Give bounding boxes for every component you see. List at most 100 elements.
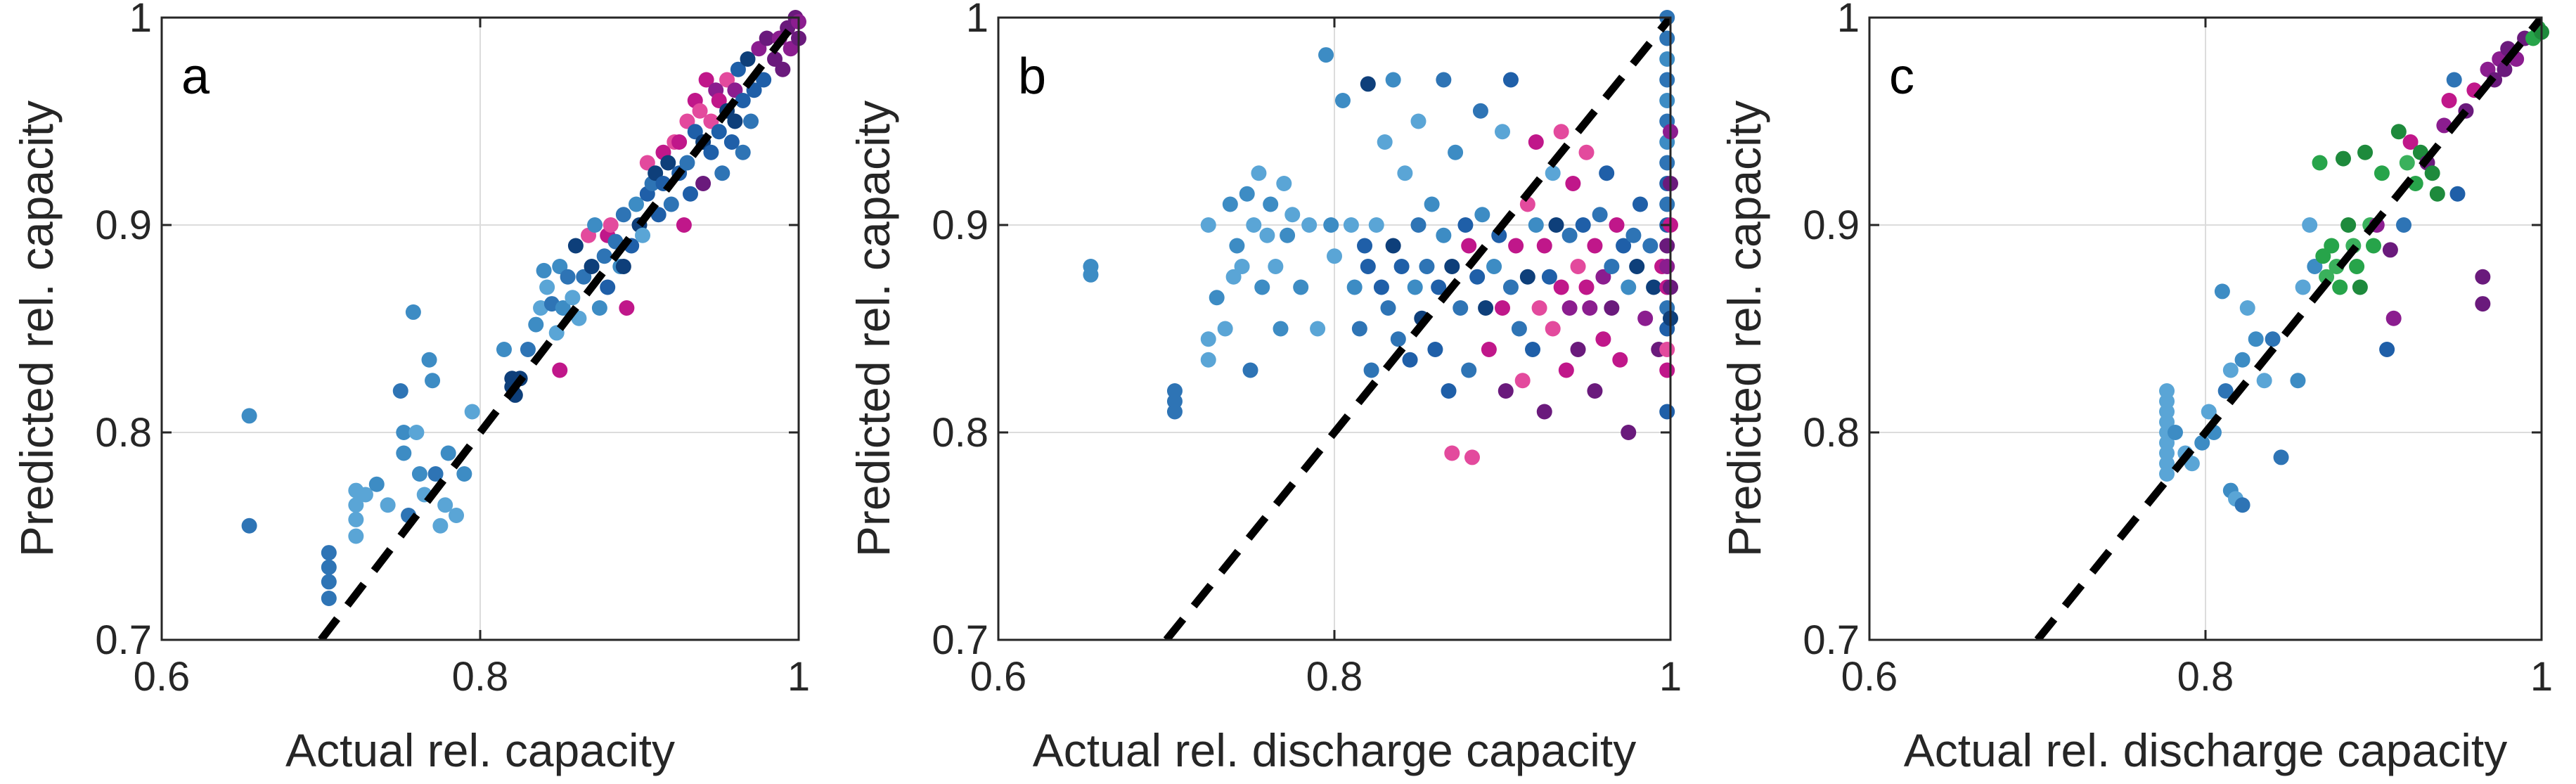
scatter-point <box>1575 217 1591 233</box>
scatter-point <box>1273 321 1289 337</box>
scatter-point <box>1242 362 1258 378</box>
scatter-point <box>1495 124 1510 140</box>
scatter-point <box>2449 186 2466 202</box>
scatter-point <box>1234 259 1250 274</box>
scatter-point <box>1659 238 1675 254</box>
scatter-point <box>1373 279 1389 295</box>
scatter-point <box>392 383 408 399</box>
scatter-point <box>1334 93 1351 108</box>
scatter-point <box>698 72 714 88</box>
scatter-point <box>615 207 631 223</box>
scatter-point <box>1536 404 1552 420</box>
scatter-point <box>2475 269 2491 285</box>
scatter-point <box>1659 404 1675 420</box>
scatter-point <box>671 134 688 150</box>
scatter-point <box>1592 207 1608 223</box>
scatter-point <box>1514 373 1531 389</box>
scatter-point <box>682 186 698 202</box>
scatter-point <box>1301 217 1318 233</box>
y-axis-label: Predicted rel. capacity <box>11 101 63 557</box>
reference-line <box>1163 18 1670 640</box>
scatter-point <box>321 559 337 575</box>
scatter-point <box>2390 124 2407 140</box>
scatter-point <box>735 93 751 108</box>
scatter-point <box>1502 279 1519 295</box>
scatter-point <box>536 262 552 278</box>
x-tick-label: 0.6 <box>134 654 191 700</box>
scatter-point <box>2497 61 2513 77</box>
scatter-point <box>1323 217 1339 233</box>
scatter-point <box>1200 331 1216 347</box>
scatter-point <box>1632 196 1648 212</box>
scatter-point <box>663 196 679 212</box>
scatter-point <box>2324 238 2340 254</box>
y-tick-label: 0.9 <box>932 203 988 248</box>
scatter-point <box>2217 383 2234 399</box>
scatter-point <box>449 508 465 523</box>
scatter-point <box>1498 383 1514 399</box>
scatter-point <box>2167 425 2183 440</box>
scatter-point <box>2402 134 2419 150</box>
scatter-point <box>1478 300 1494 316</box>
scatter-point <box>1436 72 1452 88</box>
scatter-point <box>1472 103 1488 119</box>
scatter-point <box>723 134 740 150</box>
scatter-point <box>1448 144 1464 160</box>
scatter-point <box>1263 196 1279 212</box>
panel-c: 0.6 0.8 1 0.7 0.8 0.9 1 Actual rel. discharge c… <box>1718 0 2553 776</box>
scatter-point <box>348 497 364 513</box>
scatter-point <box>1360 76 1376 92</box>
scatter-point <box>1444 445 1460 461</box>
scatter-point <box>1541 269 1557 285</box>
scatter-point <box>368 476 385 492</box>
scatter-point <box>584 259 600 274</box>
scatter-point <box>1659 93 1675 108</box>
scatter-point <box>520 342 536 357</box>
scatter-point <box>437 497 453 513</box>
scatter-point <box>380 497 396 513</box>
scatter-point <box>421 352 437 368</box>
scatter-point <box>1385 72 1401 88</box>
scatter-point <box>2396 217 2412 233</box>
scatter-point <box>735 144 751 160</box>
scatter-point <box>2248 331 2264 347</box>
scatter-point <box>1293 279 1309 295</box>
scatter-point <box>1659 342 1675 357</box>
scatter-point <box>1629 259 1645 274</box>
scatter-point <box>2441 93 2457 108</box>
scatter-point <box>1225 269 1242 285</box>
scatter-point <box>1280 227 1296 243</box>
scatter-point <box>1659 196 1675 212</box>
y-tick-label: 1 <box>1837 0 1860 41</box>
scatter-point <box>2475 296 2491 312</box>
x-tick-label: 1 <box>1659 654 1682 700</box>
y-axis-label: Predicted rel. capacity <box>1718 101 1770 557</box>
scatter-point <box>1595 331 1611 347</box>
scatter-point <box>2352 279 2368 295</box>
scatter-point <box>2446 72 2462 88</box>
scatter-point <box>1604 300 1620 316</box>
scatter-point <box>464 404 480 420</box>
scatter-point <box>1363 362 1379 378</box>
scatter-point <box>1625 227 1642 243</box>
scatter-point <box>603 217 619 233</box>
scatter-point <box>456 466 472 482</box>
scatter-point <box>1251 165 1267 181</box>
scatter-point <box>1621 279 1637 295</box>
scatter-point <box>1578 144 1595 160</box>
scatter-point <box>1587 238 1603 254</box>
scatter-point <box>411 466 427 482</box>
scatter-point <box>1531 300 1547 316</box>
scatter-point <box>321 591 337 606</box>
scatter-point <box>1351 321 1367 337</box>
scatter-point <box>1637 310 1654 326</box>
scatter-point <box>1318 47 1334 63</box>
scatter-point <box>692 103 708 119</box>
y-tick-label: 0.8 <box>1803 410 1860 456</box>
x-tick-label: 1 <box>2530 654 2553 700</box>
scatter-point <box>555 300 571 316</box>
scatter-point <box>1558 362 1574 378</box>
scatter-point <box>560 269 576 285</box>
y-tick-label: 1 <box>129 0 152 41</box>
